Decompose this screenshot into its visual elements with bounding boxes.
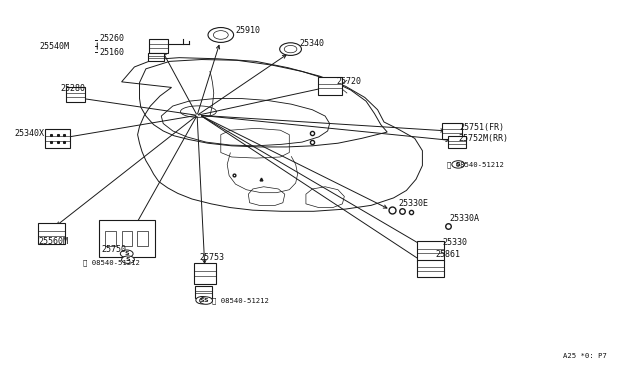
FancyBboxPatch shape	[105, 231, 116, 246]
Circle shape	[208, 28, 234, 42]
FancyBboxPatch shape	[417, 260, 444, 277]
Text: 25340X: 25340X	[14, 129, 44, 138]
Text: 25330E: 25330E	[398, 199, 428, 208]
Text: 25280: 25280	[60, 84, 85, 93]
FancyBboxPatch shape	[99, 220, 155, 257]
Text: Ⓢ 08540-51212: Ⓢ 08540-51212	[212, 297, 269, 304]
FancyBboxPatch shape	[38, 223, 65, 244]
Text: 25330A: 25330A	[449, 214, 479, 223]
Text: 25260: 25260	[99, 34, 124, 43]
Text: 25751(FR): 25751(FR)	[460, 123, 504, 132]
Text: 25340: 25340	[300, 39, 324, 48]
FancyBboxPatch shape	[149, 39, 168, 53]
Text: S: S	[125, 257, 131, 262]
Text: 25750: 25750	[101, 246, 126, 254]
FancyBboxPatch shape	[417, 241, 444, 261]
FancyBboxPatch shape	[318, 77, 342, 95]
Text: 25753: 25753	[200, 253, 225, 262]
Text: S: S	[200, 298, 205, 303]
FancyBboxPatch shape	[448, 136, 466, 148]
Text: S: S	[456, 162, 461, 167]
Text: 25330: 25330	[443, 238, 468, 247]
Text: 25752M(RR): 25752M(RR)	[458, 134, 508, 143]
Circle shape	[196, 296, 209, 304]
Text: 25560M: 25560M	[38, 237, 68, 246]
Text: A25 *0: P7: A25 *0: P7	[563, 353, 607, 359]
Circle shape	[200, 297, 212, 304]
Text: 25720: 25720	[336, 77, 361, 86]
Text: 25540M: 25540M	[40, 42, 70, 51]
Circle shape	[452, 161, 465, 168]
Circle shape	[120, 250, 133, 257]
FancyBboxPatch shape	[147, 53, 164, 61]
FancyBboxPatch shape	[195, 286, 212, 298]
Circle shape	[280, 43, 301, 55]
FancyBboxPatch shape	[442, 123, 462, 139]
Text: 25861: 25861	[435, 250, 460, 259]
Text: Ⓢ 08540-51212: Ⓢ 08540-51212	[447, 161, 504, 168]
FancyBboxPatch shape	[137, 231, 148, 246]
Text: 25160: 25160	[99, 48, 124, 57]
FancyBboxPatch shape	[45, 129, 70, 148]
Circle shape	[122, 256, 134, 263]
Text: Ⓢ 08540-51212: Ⓢ 08540-51212	[83, 259, 140, 266]
Text: S: S	[124, 251, 129, 256]
FancyBboxPatch shape	[122, 231, 132, 246]
FancyBboxPatch shape	[193, 263, 216, 284]
FancyBboxPatch shape	[66, 87, 85, 102]
Text: S: S	[204, 298, 209, 303]
Text: 25910: 25910	[236, 26, 260, 35]
